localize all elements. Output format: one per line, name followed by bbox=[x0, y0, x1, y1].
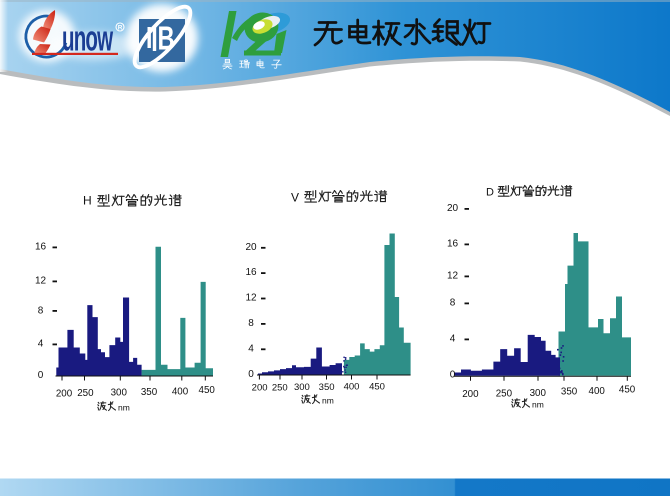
svg-text:8: 8 bbox=[450, 298, 456, 309]
svg-text:16: 16 bbox=[35, 242, 47, 253]
svg-text:250: 250 bbox=[496, 389, 513, 400]
svg-text:H: H bbox=[83, 194, 92, 208]
svg-text:unow: unow bbox=[62, 20, 113, 59]
svg-text:250: 250 bbox=[272, 383, 288, 394]
svg-text:300: 300 bbox=[294, 382, 310, 393]
svg-text:V: V bbox=[291, 191, 299, 205]
svg-text:350: 350 bbox=[561, 387, 578, 398]
svg-text:350: 350 bbox=[319, 382, 335, 393]
svg-text:200: 200 bbox=[462, 389, 479, 400]
svg-text:450: 450 bbox=[369, 382, 385, 393]
svg-text:450: 450 bbox=[619, 385, 636, 396]
svg-text:20: 20 bbox=[447, 203, 459, 214]
svg-text:8: 8 bbox=[248, 318, 254, 329]
svg-text:8: 8 bbox=[38, 306, 44, 317]
svg-text:16: 16 bbox=[447, 239, 459, 250]
svg-text:nm: nm bbox=[532, 400, 544, 410]
svg-text:350: 350 bbox=[141, 387, 158, 398]
svg-text:0: 0 bbox=[450, 370, 456, 381]
svg-text:300: 300 bbox=[111, 388, 128, 399]
svg-text:400: 400 bbox=[589, 386, 606, 397]
svg-text:nm: nm bbox=[322, 396, 334, 406]
svg-text:nm: nm bbox=[118, 403, 130, 413]
svg-text:450: 450 bbox=[199, 385, 216, 396]
svg-text:200: 200 bbox=[56, 389, 73, 400]
svg-text:400: 400 bbox=[172, 387, 189, 398]
svg-text:R: R bbox=[118, 25, 123, 32]
svg-text:12: 12 bbox=[35, 276, 47, 287]
svg-text:12: 12 bbox=[245, 293, 257, 304]
svg-text:20: 20 bbox=[245, 242, 257, 253]
svg-text:16: 16 bbox=[245, 267, 257, 278]
svg-text:B: B bbox=[158, 21, 175, 58]
svg-text:0: 0 bbox=[38, 370, 44, 381]
svg-text:250: 250 bbox=[77, 388, 94, 399]
svg-text:300: 300 bbox=[530, 388, 547, 399]
svg-text:200: 200 bbox=[252, 383, 268, 394]
svg-text:4: 4 bbox=[38, 339, 44, 350]
svg-text:4: 4 bbox=[248, 343, 254, 354]
svg-text:0: 0 bbox=[248, 369, 254, 380]
svg-text:400: 400 bbox=[344, 382, 360, 393]
svg-text:12: 12 bbox=[447, 271, 459, 282]
svg-text:D: D bbox=[486, 187, 494, 199]
svg-text:4: 4 bbox=[450, 334, 456, 345]
